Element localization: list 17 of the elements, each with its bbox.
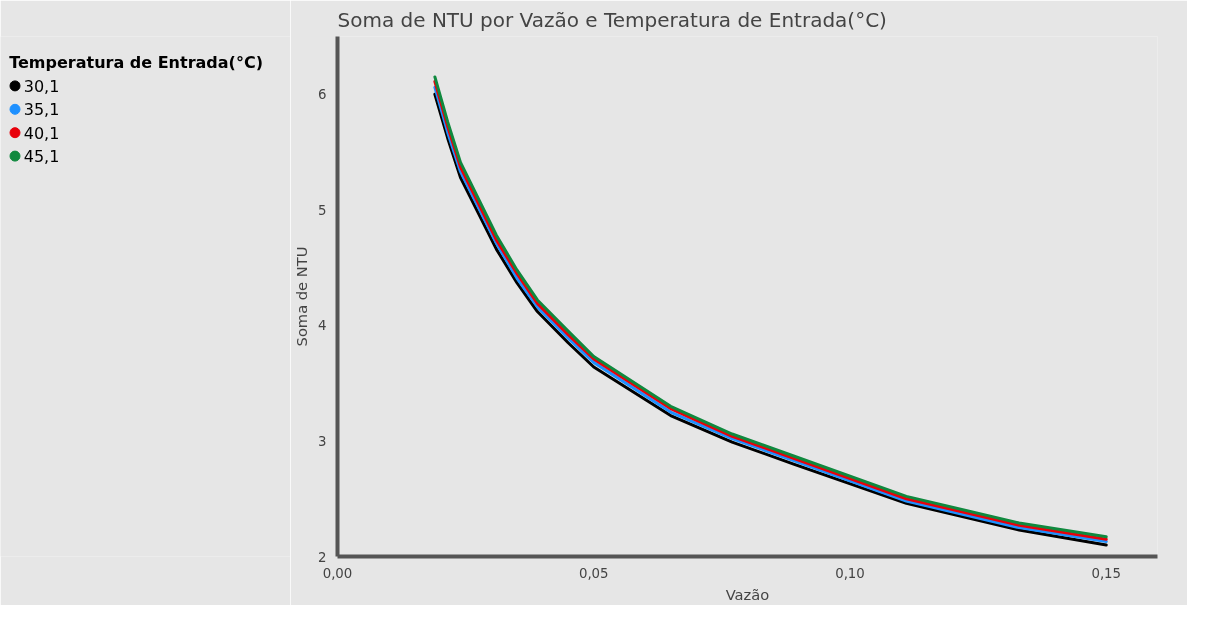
legend-title: Temperatura de Entrada(°C) [9, 53, 263, 72]
x-tick-label: 0,05 [578, 565, 609, 581]
x-tick-label: 0,15 [1091, 565, 1122, 581]
y-tick-label: 6 [318, 87, 327, 103]
legend-label: 30,1 [23, 76, 60, 96]
y-axis-title: Soma de NTU [293, 246, 311, 347]
x-tick-label: 0,00 [322, 565, 353, 581]
x-axis-title: Vazão [725, 585, 770, 603]
legend-label: 35,1 [23, 100, 60, 120]
y-tick-label: 5 [318, 202, 327, 218]
y-tick-label: 3 [318, 433, 327, 449]
x-tick-label: 0,10 [835, 565, 865, 581]
y-tick-label: 2 [318, 549, 327, 565]
chart-title: Soma de NTU por Vazão e Temperatura de Entrada(°C) [337, 7, 887, 32]
legend-label: 45,1 [23, 147, 60, 167]
legend-label: 40,1 [23, 123, 60, 143]
y-tick-label: 4 [318, 318, 327, 334]
